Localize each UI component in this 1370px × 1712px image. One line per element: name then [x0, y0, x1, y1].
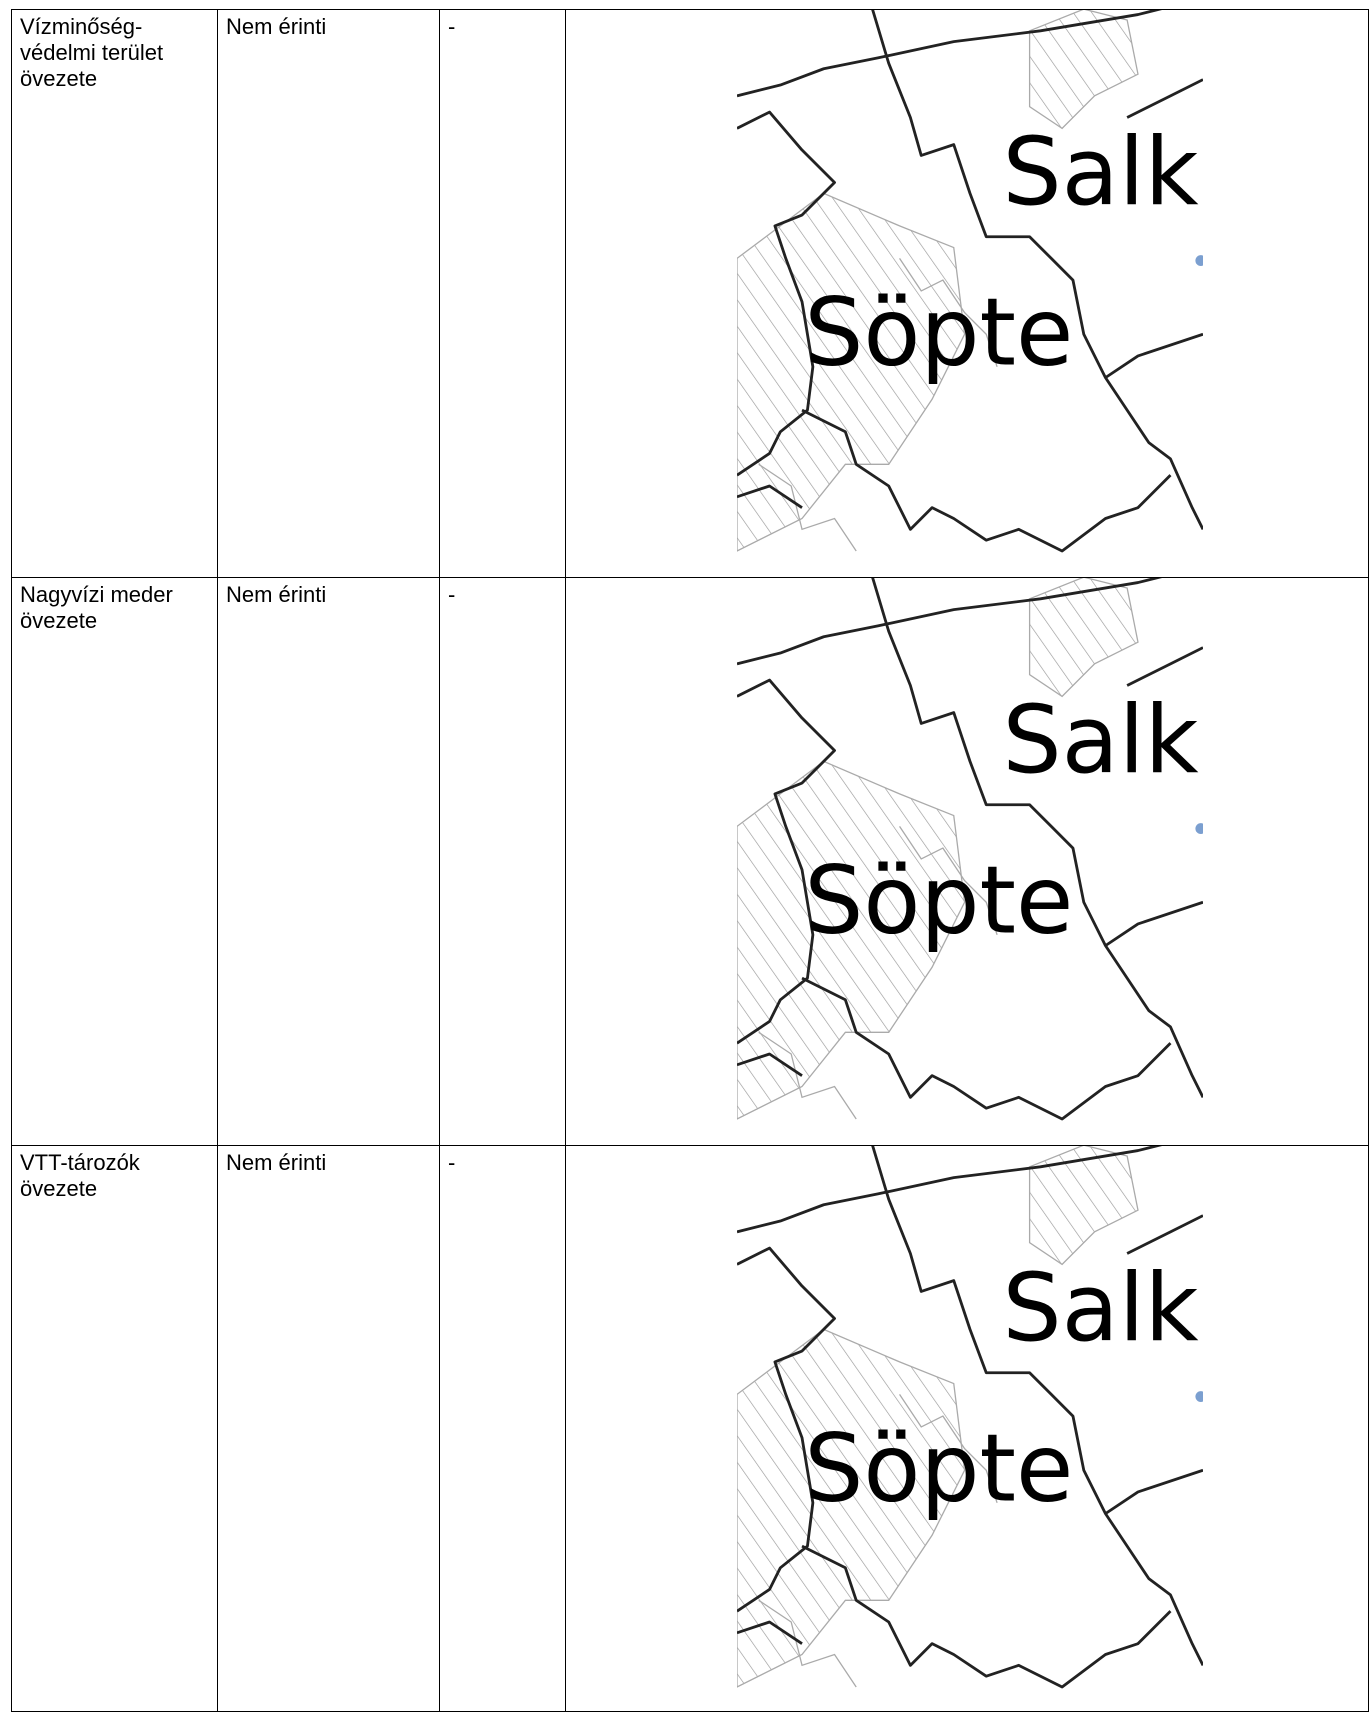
- table-cell: VTT-tározók övezete: [11, 1145, 218, 1712]
- map-label: Salk: [1003, 685, 1199, 794]
- table-row: Nagyvízi meder övezete Nem érinti - Salk Sö…: [11, 577, 1369, 1146]
- table-body: Vízminőség-védelmi terület övezete Nem ér…: [11, 9, 1369, 1712]
- table-cell: Nem érinti: [217, 9, 440, 578]
- table-cell: -: [439, 1145, 566, 1712]
- table-cell: Nagyvízi meder övezete: [11, 577, 218, 1146]
- table-cell: Salk Söpte: [565, 577, 1369, 1146]
- table-cell: Salk Söpte: [565, 9, 1369, 578]
- table-cell: -: [439, 9, 566, 578]
- map-label: Söpte: [804, 278, 1073, 387]
- table-cell: Salk Söpte: [565, 1145, 1369, 1712]
- map-label: Söpte: [804, 846, 1073, 955]
- map-image: Salk Söpte: [737, 578, 1203, 1121]
- table-cell: Nem érinti: [217, 1145, 440, 1712]
- table-row: Vízminőség-védelmi terület övezete Nem ér…: [11, 9, 1369, 578]
- map-image: Salk Söpte: [737, 10, 1203, 553]
- zoning-table: Vízminőség-védelmi terület övezete Nem ér…: [11, 9, 1369, 1712]
- map-label: Salk: [1003, 1253, 1199, 1362]
- table-cell: -: [439, 577, 566, 1146]
- map-image: Salk Söpte: [737, 1146, 1203, 1689]
- table-cell: Vízminőség-védelmi terület övezete: [11, 9, 218, 578]
- map-label: Söpte: [804, 1414, 1073, 1523]
- map-label: Salk: [1003, 117, 1199, 226]
- table-row: VTT-tározók övezete Nem érinti - Salk Söpte: [11, 1145, 1369, 1712]
- table-cell: Nem érinti: [217, 577, 440, 1146]
